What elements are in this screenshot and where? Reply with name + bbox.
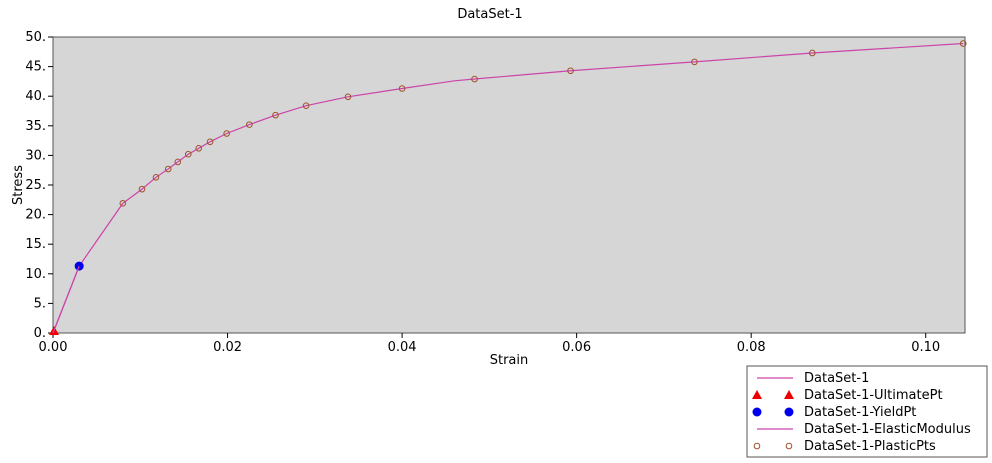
legend-triangle-swatch	[784, 390, 794, 399]
series-line	[52, 265, 80, 334]
legend-label: DataSet-1-UltimatePt	[804, 388, 943, 403]
plastic-point	[344, 93, 352, 101]
series-line	[52, 42, 964, 334]
legend-circle-swatch	[753, 442, 761, 450]
legend-item: DataSet-1-UltimatePt	[752, 388, 943, 403]
plastic-point	[184, 150, 192, 158]
x-axis: 0.00 0.02 0.04 0.06 0.08 0.10	[39, 333, 940, 355]
plastic-point	[195, 144, 203, 152]
legend-label: DataSet-1-YieldPt	[804, 405, 916, 420]
plastic-point	[223, 130, 230, 137]
plastic-point	[471, 75, 478, 83]
legend-label: DataSet-1-PlasticPts	[804, 439, 936, 454]
y-tick-label: 15.	[25, 237, 46, 252]
plastic-point	[302, 102, 310, 109]
x-tick-label: 0.02	[213, 340, 242, 355]
y-tick-label: 10.	[25, 267, 46, 282]
y-tick-label: 30.	[25, 148, 46, 163]
plot-area	[52, 36, 966, 334]
x-tick-label: 0.00	[39, 340, 68, 355]
legend-dot-swatch	[784, 407, 794, 417]
legend-item: DataSet-1-ElasticModulus	[757, 422, 971, 437]
legend-label: DataSet-1	[804, 371, 869, 386]
plastic-point	[119, 200, 127, 207]
series-dataset-1-elasticmodulus	[52, 265, 80, 334]
plastic-point	[808, 49, 816, 57]
plastic-point	[691, 58, 698, 66]
plastic-point	[152, 174, 160, 181]
y-axis: 0. 5. 10. 15. 20. 25. 30. 35. 40. 45. 50.	[25, 30, 53, 341]
legend-item: DataSet-1-PlasticPts	[753, 439, 936, 454]
x-tick-label: 0.06	[562, 340, 591, 355]
series-layer	[49, 40, 967, 335]
plastic-point	[272, 111, 279, 119]
legend: DataSet-1 DataSet-1-UltimatePt DataSet-1-Y…	[746, 365, 988, 458]
y-tick-label: 40.	[25, 89, 46, 104]
y-tick-label: 5.	[34, 296, 46, 311]
y-axis-label: Stress	[11, 165, 26, 205]
y-tick-label: 35.	[25, 119, 46, 134]
plastic-point	[164, 165, 172, 173]
plastic-point	[206, 138, 214, 146]
legend-triangle-swatch	[752, 390, 762, 399]
y-tick-label: 25.	[25, 178, 46, 193]
x-axis-label: Strain	[490, 353, 529, 368]
plastic-point	[567, 67, 574, 75]
series-dataset-1	[52, 42, 964, 334]
plastic-point	[174, 158, 182, 166]
y-tick-label: 0.	[34, 326, 46, 341]
x-tick-label: 0.10	[911, 340, 940, 355]
plastic-point	[246, 121, 253, 128]
plastic-point	[398, 85, 406, 92]
legend-label: DataSet-1-ElasticModulus	[804, 422, 971, 437]
y-tick-label: 50.	[25, 30, 46, 45]
legend-circle-swatch	[785, 442, 793, 450]
plastic-point	[959, 40, 967, 47]
series-dataset-1-plasticpts	[119, 40, 967, 207]
y-tick-label: 20.	[25, 208, 46, 223]
x-tick-label: 0.04	[388, 340, 417, 355]
legend-dot-swatch	[752, 407, 762, 417]
legend-item: DataSet-1-YieldPt	[752, 405, 916, 420]
y-tick-label: 45.	[25, 60, 46, 75]
plastic-point	[138, 185, 146, 193]
x-tick-label: 0.08	[737, 340, 766, 355]
chart-title: DataSet-1	[457, 7, 522, 22]
legend-item: DataSet-1	[757, 371, 869, 386]
